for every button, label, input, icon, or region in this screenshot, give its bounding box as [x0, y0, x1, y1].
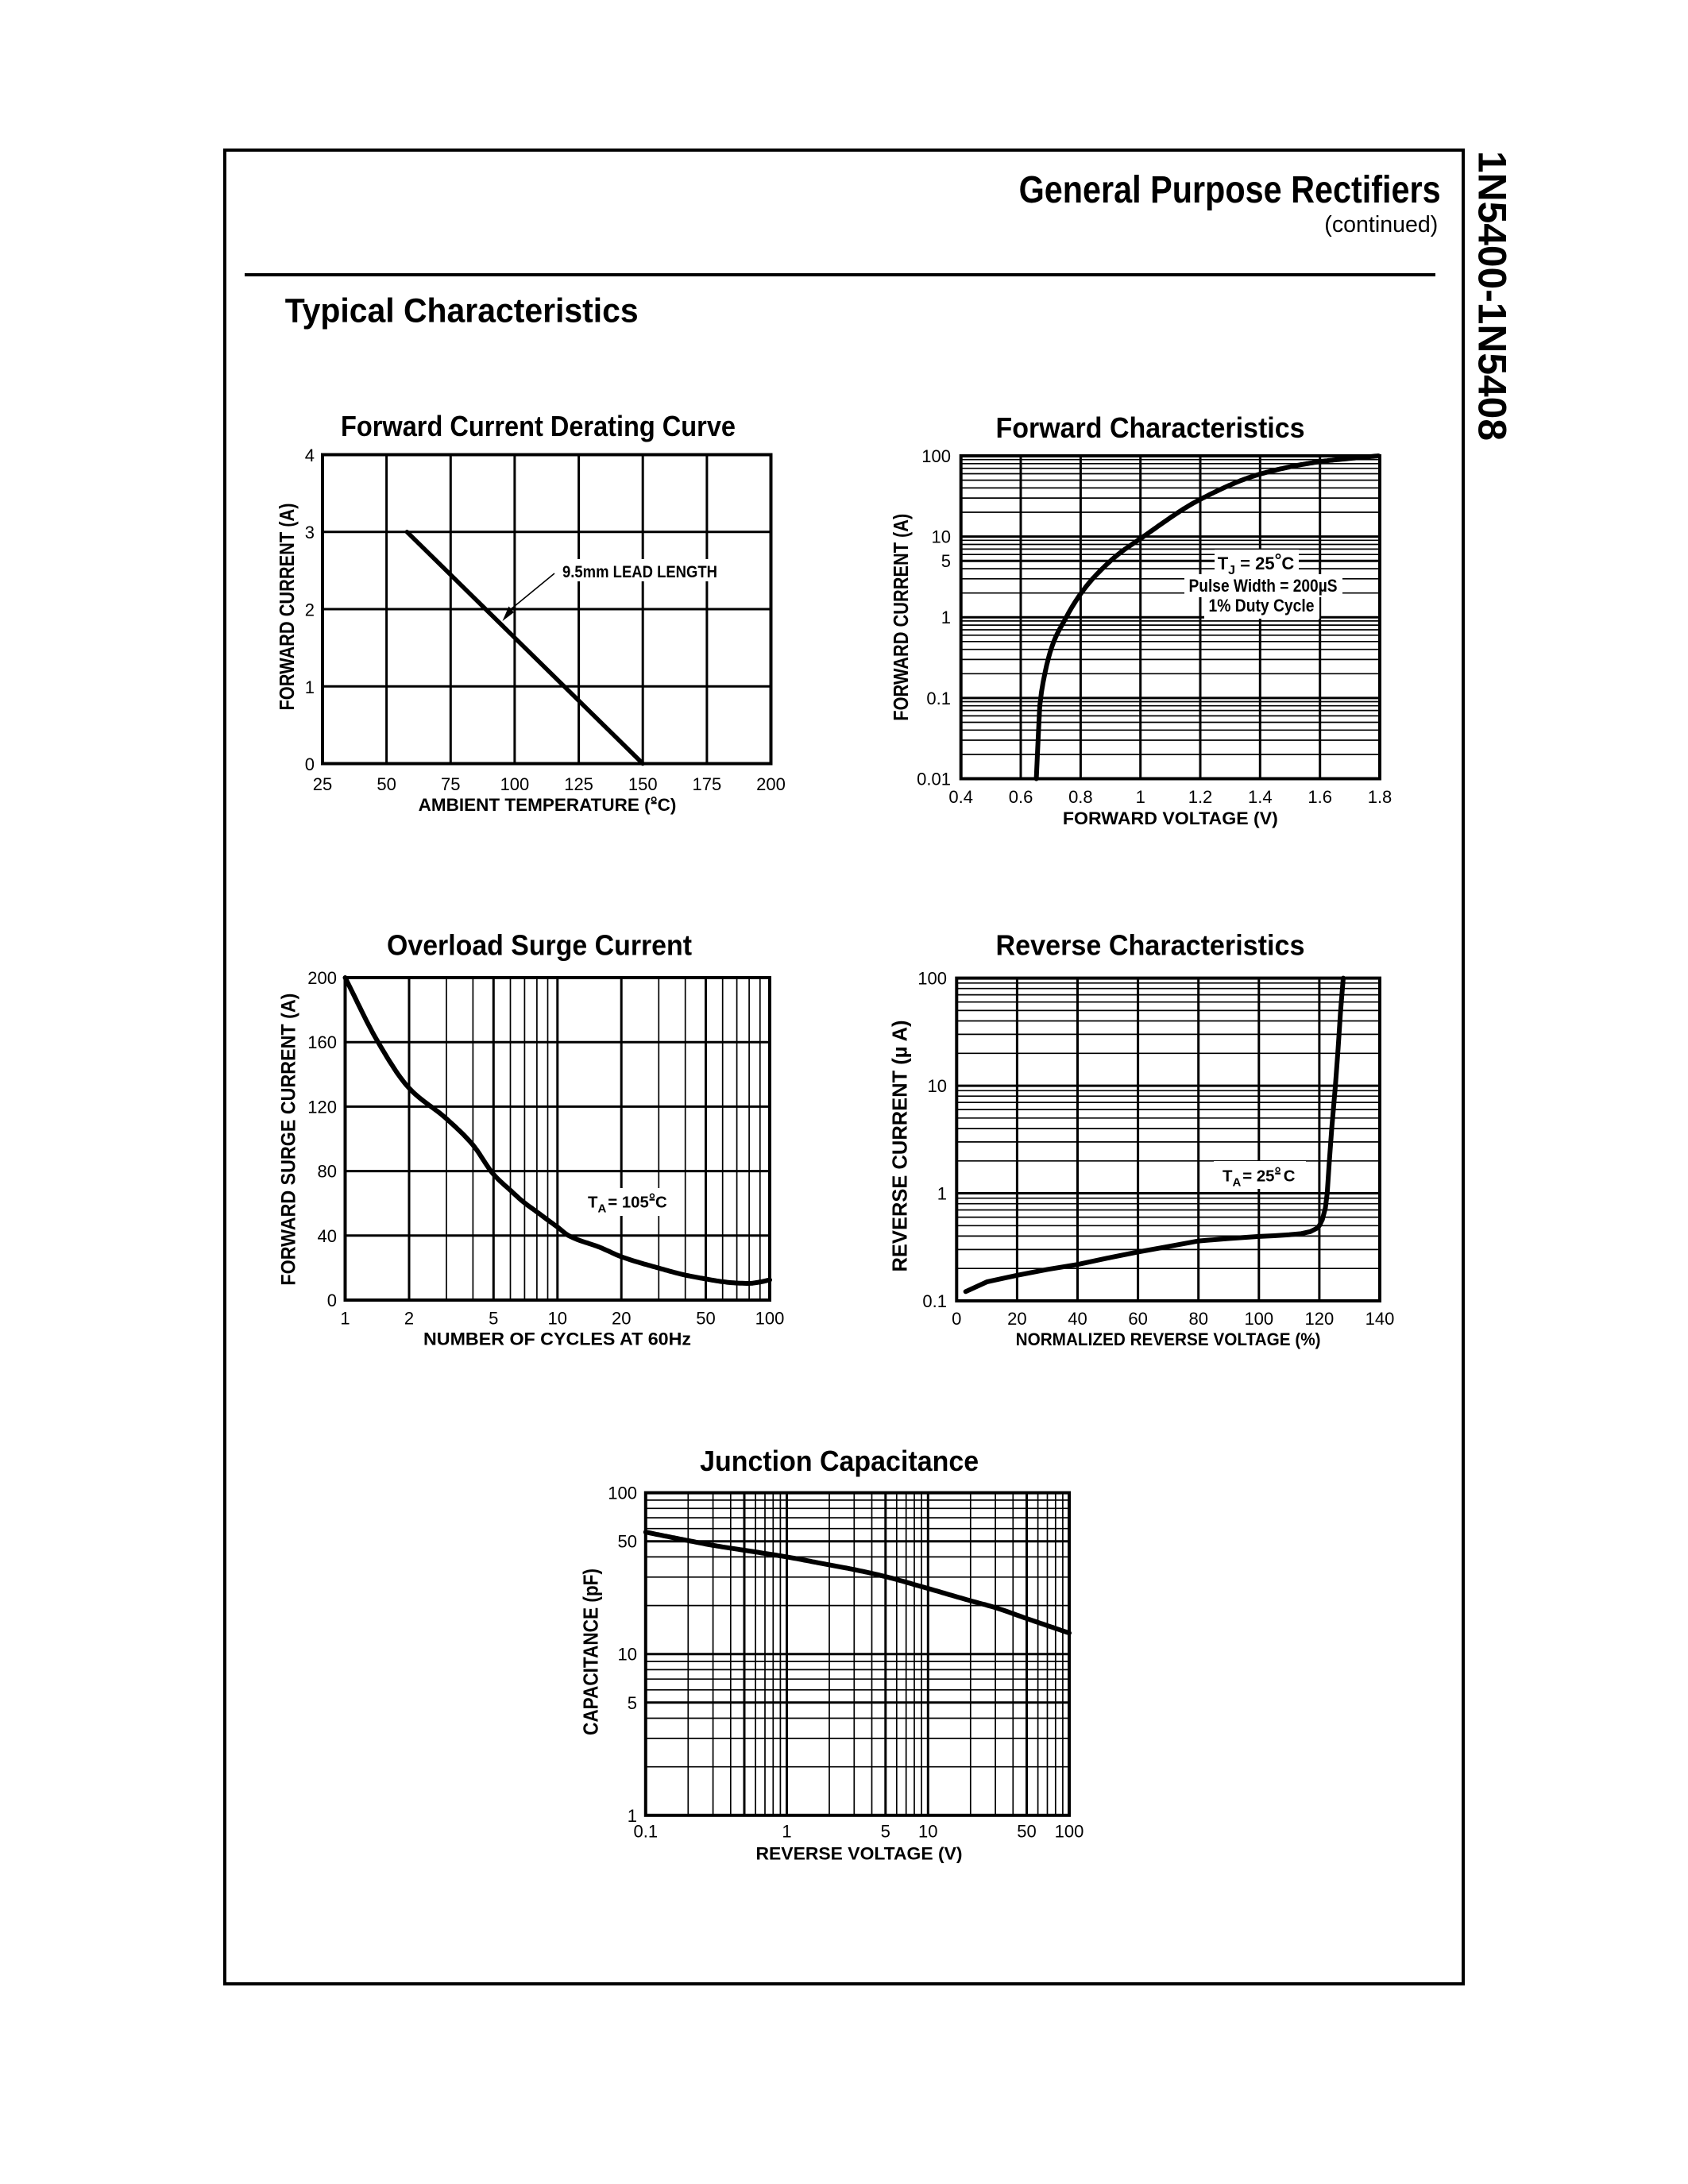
svg-text:50: 50	[618, 1532, 637, 1552]
svg-text:10: 10	[618, 1645, 637, 1665]
svg-text:50: 50	[696, 1309, 715, 1329]
svg-text:Forward Characteristics: Forward Characteristics	[996, 411, 1305, 444]
svg-text:C: C	[655, 1194, 667, 1211]
svg-text:10: 10	[548, 1309, 567, 1329]
svg-text:50: 50	[377, 774, 396, 794]
svg-text:A: A	[1232, 1175, 1241, 1189]
svg-text:3: 3	[305, 523, 315, 542]
svg-text:20: 20	[612, 1309, 631, 1329]
svg-text:0: 0	[327, 1291, 337, 1310]
svg-text:FORWARD CURRENT (A): FORWARD CURRENT (A)	[889, 514, 913, 721]
svg-text:50: 50	[1017, 1822, 1036, 1842]
svg-text:5: 5	[489, 1309, 498, 1329]
svg-text:1.2: 1.2	[1188, 787, 1213, 807]
svg-text:9.5mm LEAD LENGTH: 9.5mm LEAD LENGTH	[562, 563, 717, 581]
svg-text:10: 10	[918, 1822, 937, 1842]
svg-text:°: °	[1275, 550, 1282, 569]
svg-text:1% Duty Cycle: 1% Duty Cycle	[1209, 596, 1315, 615]
svg-text:1.4: 1.4	[1248, 787, 1273, 807]
svg-text:100: 100	[1244, 1309, 1273, 1329]
svg-text:Junction Capacitance: Junction Capacitance	[700, 1445, 979, 1477]
svg-text:1N5400-1N5408: 1N5400-1N5408	[1470, 151, 1515, 441]
svg-text:5: 5	[881, 1822, 890, 1842]
svg-text:200: 200	[307, 968, 337, 988]
svg-text:CAPACITANCE (pF): CAPACITANCE (pF)	[579, 1569, 603, 1735]
svg-text:0.1: 0.1	[922, 1291, 947, 1311]
svg-text:140: 140	[1365, 1309, 1395, 1329]
svg-text:1: 1	[937, 1184, 947, 1204]
svg-text:NUMBER OF CYCLES AT 60Hz: NUMBER OF CYCLES AT 60Hz	[423, 1329, 691, 1349]
svg-text:FORWARD CURRENT (A): FORWARD CURRENT (A)	[275, 504, 299, 711]
svg-text:= 25: = 25	[1240, 554, 1274, 573]
svg-text:100: 100	[921, 446, 951, 466]
svg-text:Typical Characteristics: Typical Characteristics	[285, 293, 639, 330]
svg-text:75: 75	[441, 774, 460, 794]
svg-text:NORMALIZED REVERSE VOLTAGE (%): NORMALIZED REVERSE VOLTAGE (%)	[1016, 1329, 1321, 1349]
svg-text:0: 0	[952, 1309, 961, 1329]
svg-text:5: 5	[941, 551, 951, 571]
svg-text:0: 0	[305, 754, 315, 774]
svg-text:120: 120	[307, 1097, 337, 1117]
svg-text:0.8: 0.8	[1068, 787, 1093, 807]
svg-text:150: 150	[628, 774, 658, 794]
svg-text:AMBIENT TEMPERATURE (: AMBIENT TEMPERATURE (	[419, 795, 651, 815]
svg-text:1: 1	[782, 1822, 791, 1842]
svg-text:T: T	[1223, 1167, 1233, 1185]
svg-text:T: T	[588, 1194, 598, 1211]
svg-text:= 25: = 25	[1242, 1167, 1274, 1185]
svg-text:100: 100	[917, 969, 947, 989]
svg-text:40: 40	[1068, 1309, 1087, 1329]
svg-text:A: A	[597, 1202, 606, 1215]
svg-text:FORWARD SURGE CURRENT (A): FORWARD SURGE CURRENT (A)	[278, 994, 300, 1286]
svg-text:T: T	[1218, 554, 1229, 573]
svg-text:125: 125	[564, 774, 593, 794]
svg-text:20: 20	[1007, 1309, 1026, 1329]
svg-text:C: C	[1281, 554, 1294, 573]
svg-text:General Purpose Rectifiers: General Purpose Rectifiers	[1019, 169, 1441, 211]
svg-text:Forward Current Derating Curve: Forward Current Derating Curve	[341, 410, 736, 442]
svg-text:10: 10	[932, 527, 951, 547]
svg-text:100: 100	[608, 1484, 637, 1503]
svg-text:0.1: 0.1	[926, 689, 951, 708]
svg-text:(continued): (continued)	[1324, 212, 1438, 237]
svg-text:1: 1	[340, 1309, 350, 1329]
svg-text:10: 10	[928, 1076, 947, 1096]
svg-text:5: 5	[628, 1693, 637, 1713]
svg-text:2: 2	[305, 600, 315, 620]
svg-text:= 105: = 105	[608, 1194, 649, 1211]
svg-text:Pulse Width = 200µS: Pulse Width = 200µS	[1189, 576, 1338, 596]
svg-text:175: 175	[693, 774, 722, 794]
svg-text:25: 25	[313, 774, 332, 794]
svg-text:100: 100	[1055, 1822, 1084, 1842]
svg-text:80: 80	[318, 1162, 337, 1182]
svg-text:40: 40	[318, 1226, 337, 1246]
svg-text:1.8: 1.8	[1368, 787, 1393, 807]
svg-text:0.1: 0.1	[634, 1822, 659, 1842]
svg-text:1: 1	[1136, 787, 1145, 807]
svg-text:C: C	[1284, 1167, 1296, 1185]
svg-text:REVERSE CURRENT (µ A): REVERSE CURRENT (µ A)	[888, 1021, 912, 1272]
svg-text:100: 100	[755, 1309, 785, 1329]
svg-text:200: 200	[756, 774, 786, 794]
svg-text:1: 1	[305, 677, 315, 697]
svg-text:4: 4	[305, 446, 315, 465]
svg-text:REVERSE VOLTAGE (V): REVERSE VOLTAGE (V)	[756, 1844, 963, 1864]
svg-text:1: 1	[941, 608, 951, 627]
svg-text:2: 2	[404, 1309, 414, 1329]
svg-text:80: 80	[1188, 1309, 1207, 1329]
svg-text:100: 100	[500, 774, 530, 794]
svg-text:0.4: 0.4	[948, 787, 973, 807]
svg-text:FORWARD VOLTAGE (V): FORWARD VOLTAGE (V)	[1063, 808, 1278, 828]
svg-text:1: 1	[628, 1806, 637, 1826]
svg-text:C): C)	[658, 795, 677, 815]
svg-text:60: 60	[1128, 1309, 1147, 1329]
svg-text:J: J	[1228, 564, 1235, 577]
svg-text:Overload Surge Current: Overload Surge Current	[387, 929, 692, 962]
svg-text:Reverse Characteristics: Reverse Characteristics	[996, 928, 1305, 961]
svg-text:120: 120	[1305, 1309, 1335, 1329]
svg-text:0.01: 0.01	[917, 770, 951, 789]
svg-text:0.6: 0.6	[1009, 787, 1033, 807]
svg-text:1.6: 1.6	[1308, 787, 1332, 807]
svg-text:160: 160	[307, 1032, 337, 1052]
